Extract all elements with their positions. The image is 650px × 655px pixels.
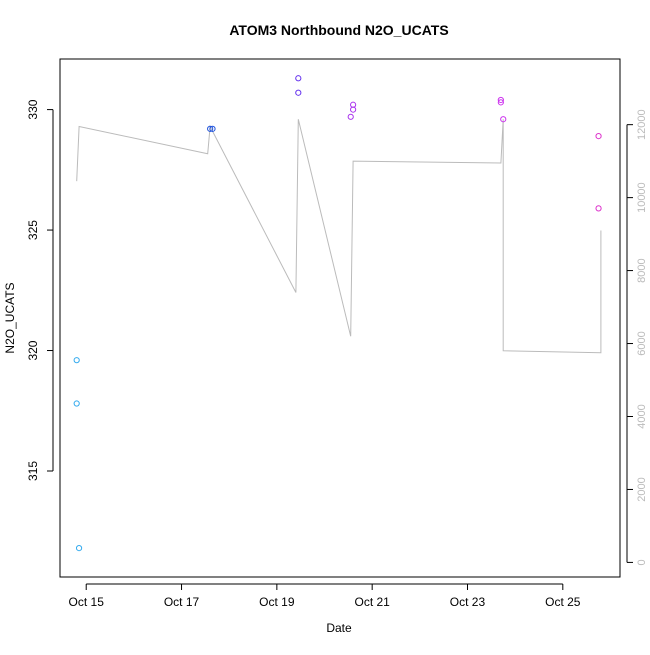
y2-tick-label: 0 xyxy=(636,559,648,565)
data-point xyxy=(75,544,83,552)
altitude-line-layer xyxy=(76,119,602,354)
y2-tick-label: 8000 xyxy=(636,258,648,282)
x-tick-label: Oct 19 xyxy=(259,595,295,609)
x-tick-label: Oct 25 xyxy=(545,595,581,609)
points-layer xyxy=(73,75,602,552)
data-point xyxy=(295,75,302,82)
data-point xyxy=(73,357,80,364)
data-point xyxy=(207,125,214,132)
plot-frame xyxy=(59,58,621,578)
y-tick-label: 320 xyxy=(26,340,40,360)
x-tick-label: Oct 21 xyxy=(354,595,390,609)
data-point xyxy=(350,106,357,113)
y2-tick-label: 12000 xyxy=(636,109,648,140)
y-tick-label: 325 xyxy=(26,220,40,240)
chart-title: ATOM3 Northbound N2O_UCATS xyxy=(229,22,448,38)
data-point xyxy=(500,116,507,123)
y-axis-label: N2O_UCATS xyxy=(3,282,17,353)
y-axis: 315 320 325 330 xyxy=(26,99,54,481)
data-point xyxy=(497,96,504,104)
data-point xyxy=(347,113,354,120)
data-point xyxy=(595,205,602,212)
y-tick-label: 330 xyxy=(26,99,40,119)
x-tick-label: Oct 17 xyxy=(164,595,200,609)
data-point xyxy=(497,99,504,106)
y2-tick-label: 10000 xyxy=(636,182,648,213)
data-point xyxy=(595,132,602,140)
y2-tick-label: 6000 xyxy=(636,331,648,355)
x-axis: Oct 15 Oct 17 Oct 19 Oct 21 Oct 23 Oct 25 xyxy=(69,583,581,609)
y2-tick-label: 4000 xyxy=(636,404,648,428)
y-tick-label: 315 xyxy=(26,461,40,481)
y2-tick-label: 2000 xyxy=(636,477,648,501)
x-tick-label: Oct 15 xyxy=(69,595,105,609)
data-point xyxy=(295,89,302,96)
x-tick-label: Oct 23 xyxy=(450,595,486,609)
data-point xyxy=(73,400,80,407)
data-point xyxy=(209,125,216,132)
x-axis-label: Date xyxy=(326,621,352,635)
altitude-line xyxy=(76,119,602,354)
y2-axis: 0 2000 4000 6000 8000 10000 12000 xyxy=(626,109,648,565)
